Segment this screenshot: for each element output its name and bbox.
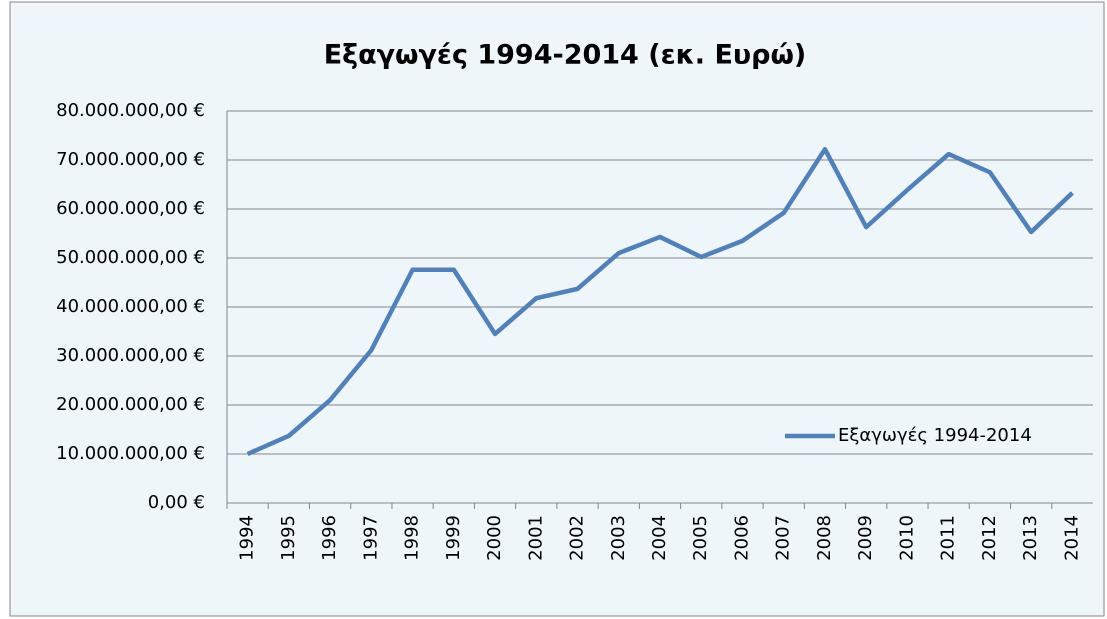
y-tick-label: 50.000.000,00 €	[56, 247, 205, 268]
x-tick-label: 1999	[443, 515, 464, 561]
y-tick-label: 20.000.000,00 €	[56, 394, 205, 415]
y-tick-label: 0,00 €	[148, 492, 205, 513]
chart-title: Εξαγωγές 1994-2014 (εκ. Ευρώ)	[324, 40, 807, 71]
x-tick-label: 2013	[1020, 515, 1041, 561]
x-tick-label: 2002	[567, 515, 588, 561]
y-tick-label: 30.000.000,00 €	[56, 345, 205, 366]
x-tick-label: 2001	[525, 515, 546, 561]
y-tick-label: 60.000.000,00 €	[56, 198, 205, 219]
y-tick-label: 40.000.000,00 €	[56, 296, 205, 317]
x-tick-label: 2012	[979, 515, 1000, 561]
x-tick-label: 2006	[731, 515, 752, 561]
x-tick-label: 1994	[237, 515, 258, 561]
x-tick-label: 2010	[896, 515, 917, 561]
y-tick-label: 80.000.000,00 €	[56, 100, 205, 121]
series-line	[246, 146, 1074, 457]
chart-frame	[9, 1, 1105, 617]
x-tick-label: 2011	[938, 515, 959, 561]
legend-label: Εξαγωγές 1994-2014	[838, 425, 1032, 446]
x-tick-label: 2004	[649, 515, 670, 561]
x-tick-label: 2003	[608, 515, 629, 561]
x-tick-label: 2014	[1061, 515, 1082, 561]
x-tick-label: 2008	[814, 515, 835, 561]
x-tick-label: 1996	[319, 515, 340, 561]
x-tick-label: 2009	[855, 515, 876, 561]
x-tick-label: 2000	[484, 515, 505, 561]
x-tick-label: 2007	[773, 515, 794, 561]
y-tick-label: 70.000.000,00 €	[56, 149, 205, 170]
x-tick-label: 2005	[690, 515, 711, 561]
x-tick-label: 1995	[278, 515, 299, 561]
x-tick-label: 1998	[402, 515, 423, 561]
y-tick-label: 10.000.000,00 €	[56, 443, 205, 464]
x-tick-label: 1997	[360, 515, 381, 561]
